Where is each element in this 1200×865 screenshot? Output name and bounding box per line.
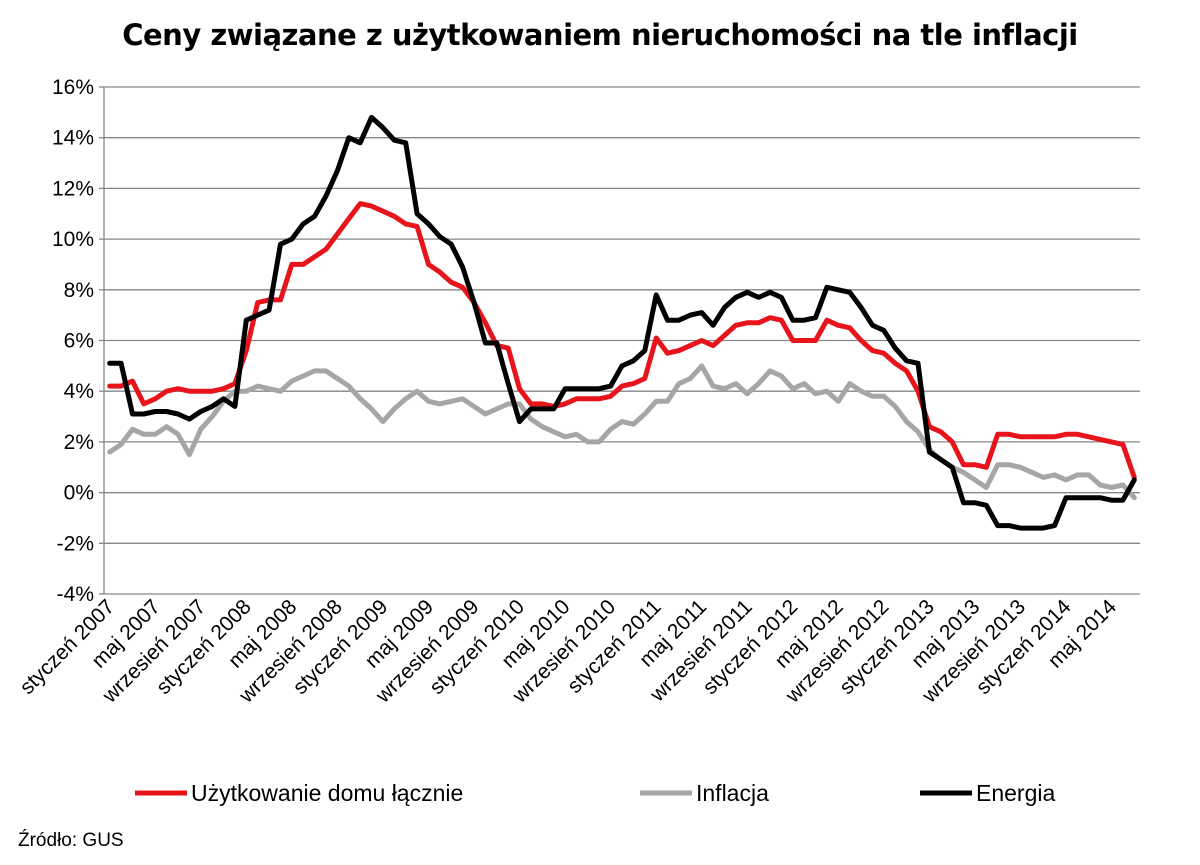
series-line-2 (107, 114, 1137, 531)
y-axis-tick-labels: -4% -2% 0% 2% 4% 6% 8% 10% 12% 14% 16% (52, 76, 94, 606)
y-tick-label: 0% (64, 482, 94, 505)
y-tick-label: -4% (57, 583, 94, 606)
chart-title: Ceny związane z użytkowaniem nieruchomoś… (122, 18, 1078, 52)
legend: Użytkowanie domu łącznie Inflacja Energia (135, 780, 1055, 806)
y-tick-label: 6% (64, 330, 94, 353)
y-tick-label: -2% (57, 532, 94, 555)
source-note: Źródło: GUS (18, 830, 124, 851)
legend-label-0: Użytkowanie domu łącznie (191, 780, 463, 806)
y-tick-label: 16% (52, 76, 94, 99)
y-tick-label: 4% (64, 380, 94, 403)
legend-label-1: Inflacja (696, 780, 769, 806)
y-tick-label: 12% (52, 177, 94, 200)
series-line-0 (107, 201, 1137, 480)
y-tick-label: 2% (64, 431, 94, 454)
gridlines (104, 86, 1140, 595)
axes (99, 86, 1140, 595)
y-tick-label: 10% (52, 228, 94, 251)
y-tick-label: 8% (64, 279, 94, 302)
series-line-1 (107, 363, 1137, 501)
y-tick-label: 14% (52, 127, 94, 150)
series-lines (107, 114, 1137, 531)
legend-label-2: Energia (976, 780, 1055, 806)
